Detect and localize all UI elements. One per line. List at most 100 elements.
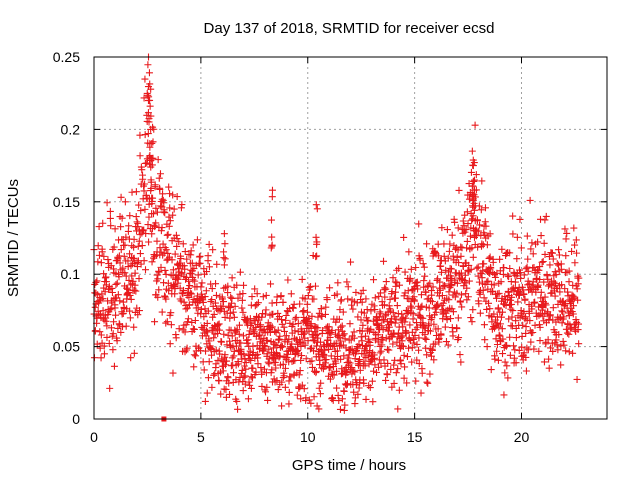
data-point bbox=[142, 230, 150, 238]
data-point bbox=[135, 237, 143, 245]
data-point bbox=[334, 332, 342, 340]
data-point bbox=[511, 278, 519, 286]
data-point bbox=[147, 176, 155, 184]
data-point bbox=[91, 303, 99, 311]
data-point bbox=[263, 350, 271, 358]
data-point bbox=[279, 298, 287, 306]
data-point bbox=[304, 292, 312, 300]
data-point bbox=[167, 321, 175, 329]
data-point bbox=[365, 335, 373, 343]
data-point bbox=[549, 304, 557, 312]
data-point bbox=[106, 214, 114, 222]
data-point bbox=[296, 367, 304, 375]
data-point bbox=[421, 272, 429, 280]
data-point bbox=[569, 302, 577, 310]
data-point bbox=[463, 237, 471, 245]
data-point bbox=[97, 354, 105, 362]
data-point bbox=[140, 257, 148, 265]
data-point bbox=[526, 196, 534, 204]
data-point bbox=[399, 342, 407, 350]
data-point bbox=[373, 368, 381, 376]
data-point bbox=[462, 279, 470, 287]
data-point bbox=[517, 244, 525, 252]
data-point bbox=[239, 332, 247, 340]
data-point bbox=[445, 296, 453, 304]
data-point bbox=[476, 309, 484, 317]
data-point bbox=[370, 302, 378, 310]
data-point bbox=[377, 310, 385, 318]
data-point bbox=[562, 347, 570, 355]
data-point bbox=[380, 257, 388, 265]
data-point bbox=[204, 307, 212, 315]
data-point bbox=[414, 285, 422, 293]
data-point bbox=[310, 347, 318, 355]
data-point bbox=[262, 306, 270, 314]
data-point bbox=[463, 208, 471, 216]
data-point bbox=[313, 252, 321, 260]
data-point bbox=[130, 243, 138, 251]
data-point bbox=[398, 310, 406, 318]
data-point bbox=[354, 390, 362, 398]
data-point bbox=[415, 360, 423, 368]
data-point bbox=[351, 368, 359, 376]
data-point bbox=[478, 274, 486, 282]
data-point bbox=[573, 249, 581, 257]
data-point bbox=[182, 273, 190, 281]
data-point bbox=[546, 312, 554, 320]
data-point bbox=[103, 199, 111, 207]
data-point bbox=[322, 356, 330, 364]
data-point bbox=[477, 206, 485, 214]
data-point bbox=[389, 340, 397, 348]
data-point bbox=[304, 337, 312, 345]
data-point bbox=[403, 353, 411, 361]
data-point bbox=[140, 226, 148, 234]
data-point bbox=[285, 400, 293, 408]
data-point bbox=[349, 305, 357, 313]
data-point bbox=[376, 342, 384, 350]
data-point bbox=[204, 374, 212, 382]
data-point bbox=[562, 235, 570, 243]
data-point bbox=[281, 364, 289, 372]
data-point bbox=[220, 261, 228, 269]
data-point bbox=[201, 397, 209, 405]
data-point bbox=[323, 296, 331, 304]
data-point bbox=[117, 246, 125, 254]
data-point bbox=[300, 385, 308, 393]
data-point bbox=[302, 355, 310, 363]
data-point bbox=[146, 80, 154, 88]
data-point bbox=[127, 262, 135, 270]
data-point bbox=[300, 307, 308, 315]
data-point bbox=[308, 312, 316, 320]
data-point bbox=[148, 258, 156, 266]
data-point bbox=[242, 365, 250, 373]
data-point bbox=[562, 325, 570, 333]
data-point bbox=[210, 310, 218, 318]
data-point bbox=[515, 291, 523, 299]
data-point bbox=[438, 224, 446, 232]
data-point bbox=[463, 296, 471, 304]
data-point bbox=[132, 287, 140, 295]
data-point bbox=[539, 257, 547, 265]
data-point bbox=[172, 231, 180, 239]
data-point bbox=[126, 314, 134, 322]
data-point bbox=[113, 279, 121, 287]
data-point bbox=[549, 347, 557, 355]
data-point bbox=[226, 303, 234, 311]
data-point bbox=[305, 396, 313, 404]
data-point bbox=[360, 379, 368, 387]
data-point bbox=[264, 358, 272, 366]
data-point bbox=[148, 197, 156, 205]
data-point bbox=[164, 230, 172, 238]
data-point bbox=[127, 295, 135, 303]
data-point bbox=[493, 340, 501, 348]
data-point bbox=[492, 335, 500, 343]
data-point bbox=[389, 309, 397, 317]
data-point bbox=[234, 405, 242, 413]
data-point bbox=[144, 221, 152, 229]
data-point bbox=[511, 346, 519, 354]
data-point bbox=[144, 91, 152, 99]
data-point bbox=[253, 290, 261, 298]
data-point bbox=[301, 295, 309, 303]
data-point bbox=[413, 340, 421, 348]
data-point bbox=[154, 275, 162, 283]
